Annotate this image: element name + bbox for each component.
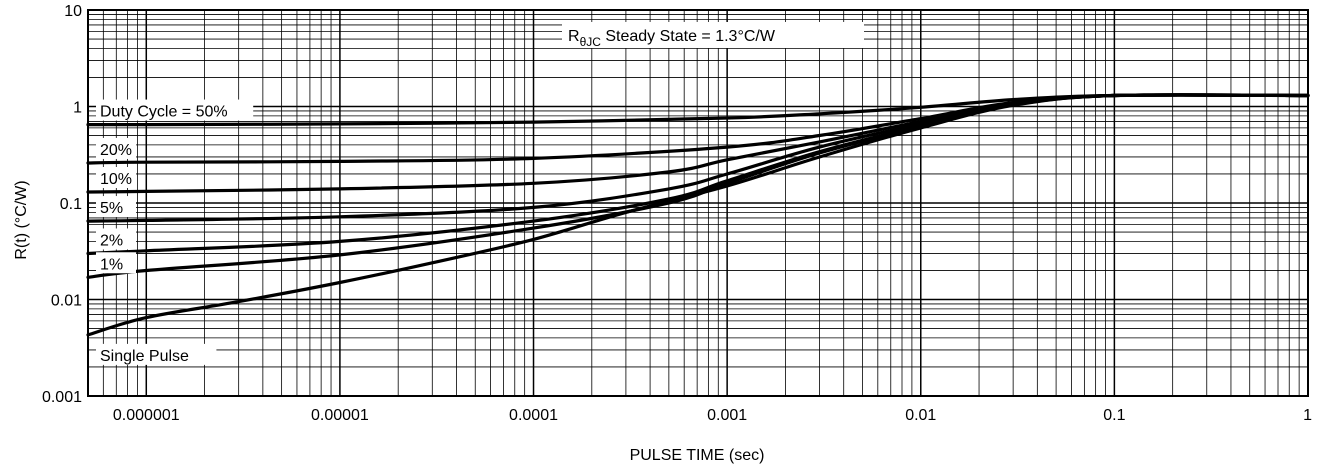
y-tick-label: 0.1 bbox=[60, 196, 82, 213]
y-tick-label: 1 bbox=[73, 100, 82, 117]
annotation-main: R bbox=[568, 28, 580, 45]
x-tick-label: 0.01 bbox=[905, 407, 936, 424]
y-tick-label: 0.01 bbox=[51, 293, 82, 310]
x-tick-label: 0.00001 bbox=[311, 407, 369, 424]
x-tick-label: 0.0001 bbox=[509, 407, 558, 424]
annotation-subscript: θJC bbox=[580, 35, 602, 49]
y-axis-title: R(t) (°C/W) bbox=[13, 180, 30, 259]
y-tick-label: 0.001 bbox=[42, 389, 82, 406]
series-label: 10% bbox=[100, 171, 132, 188]
series-label: 1% bbox=[100, 256, 123, 273]
series-label: 20% bbox=[100, 142, 132, 159]
series-label: Single Pulse bbox=[100, 348, 189, 365]
x-tick-label: 0.001 bbox=[707, 407, 747, 424]
annotation-rest: Steady State = 1.3°C/W bbox=[601, 28, 776, 45]
x-tick-label: 1 bbox=[1303, 407, 1312, 424]
y-tick-label: 10 bbox=[64, 3, 82, 20]
series-label: 2% bbox=[100, 232, 123, 249]
x-tick-label: 0.1 bbox=[1103, 407, 1125, 424]
steady-state-annotation: RθJC Steady State = 1.3°C/W bbox=[562, 22, 864, 49]
series-label: Duty Cycle = 50% bbox=[100, 104, 228, 121]
x-tick-label: 0.000001 bbox=[113, 407, 180, 424]
x-axis-title: PULSE TIME (sec) bbox=[630, 447, 765, 464]
series-label: 5% bbox=[100, 200, 123, 217]
